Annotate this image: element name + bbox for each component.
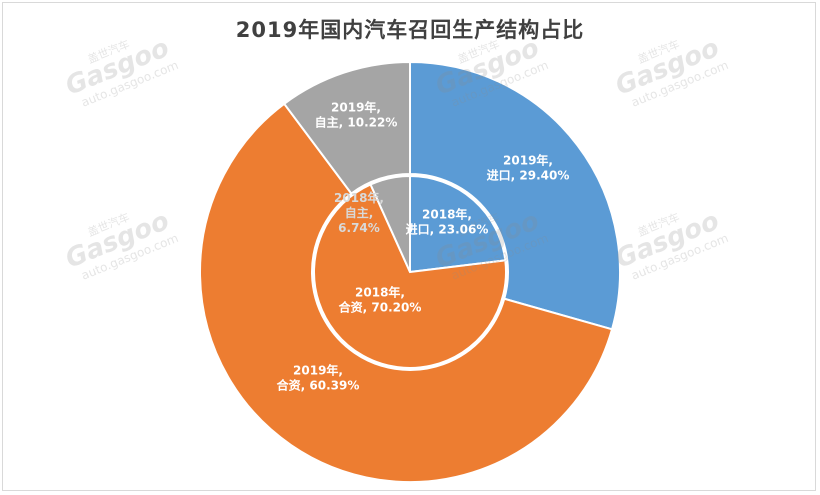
outer-data-label-1: 2019年,合资, 60.39% <box>277 363 360 393</box>
data-label-layer: 2019年,进口, 29.40% 2019年,合资, 60.39% 2019年,自主… <box>277 100 570 393</box>
inner-data-label-2: 2018年,自主, 6.74% <box>334 190 384 235</box>
inner-ring-2018 <box>313 174 507 369</box>
outer-slice-2 <box>282 60 411 195</box>
chart-title: 2019年国内汽车召回生产结构占比 <box>235 18 585 42</box>
outer-slice-1 <box>199 102 614 483</box>
inner-data-label-0: 2018年,进口, 23.06% <box>406 207 489 237</box>
outer-ring-2019 <box>199 60 621 483</box>
inner-data-label-1: 2018年,合资, 70.20% <box>339 285 422 315</box>
inner-slice-1 <box>313 183 507 369</box>
inner-slice-0 <box>409 174 507 274</box>
outer-data-label-2: 2019年,自主, 10.22% <box>315 100 398 130</box>
outer-slice-0 <box>409 60 621 331</box>
outer-data-label-0: 2019年,进口, 29.40% <box>487 153 570 183</box>
inner-slice-2 <box>369 174 411 273</box>
